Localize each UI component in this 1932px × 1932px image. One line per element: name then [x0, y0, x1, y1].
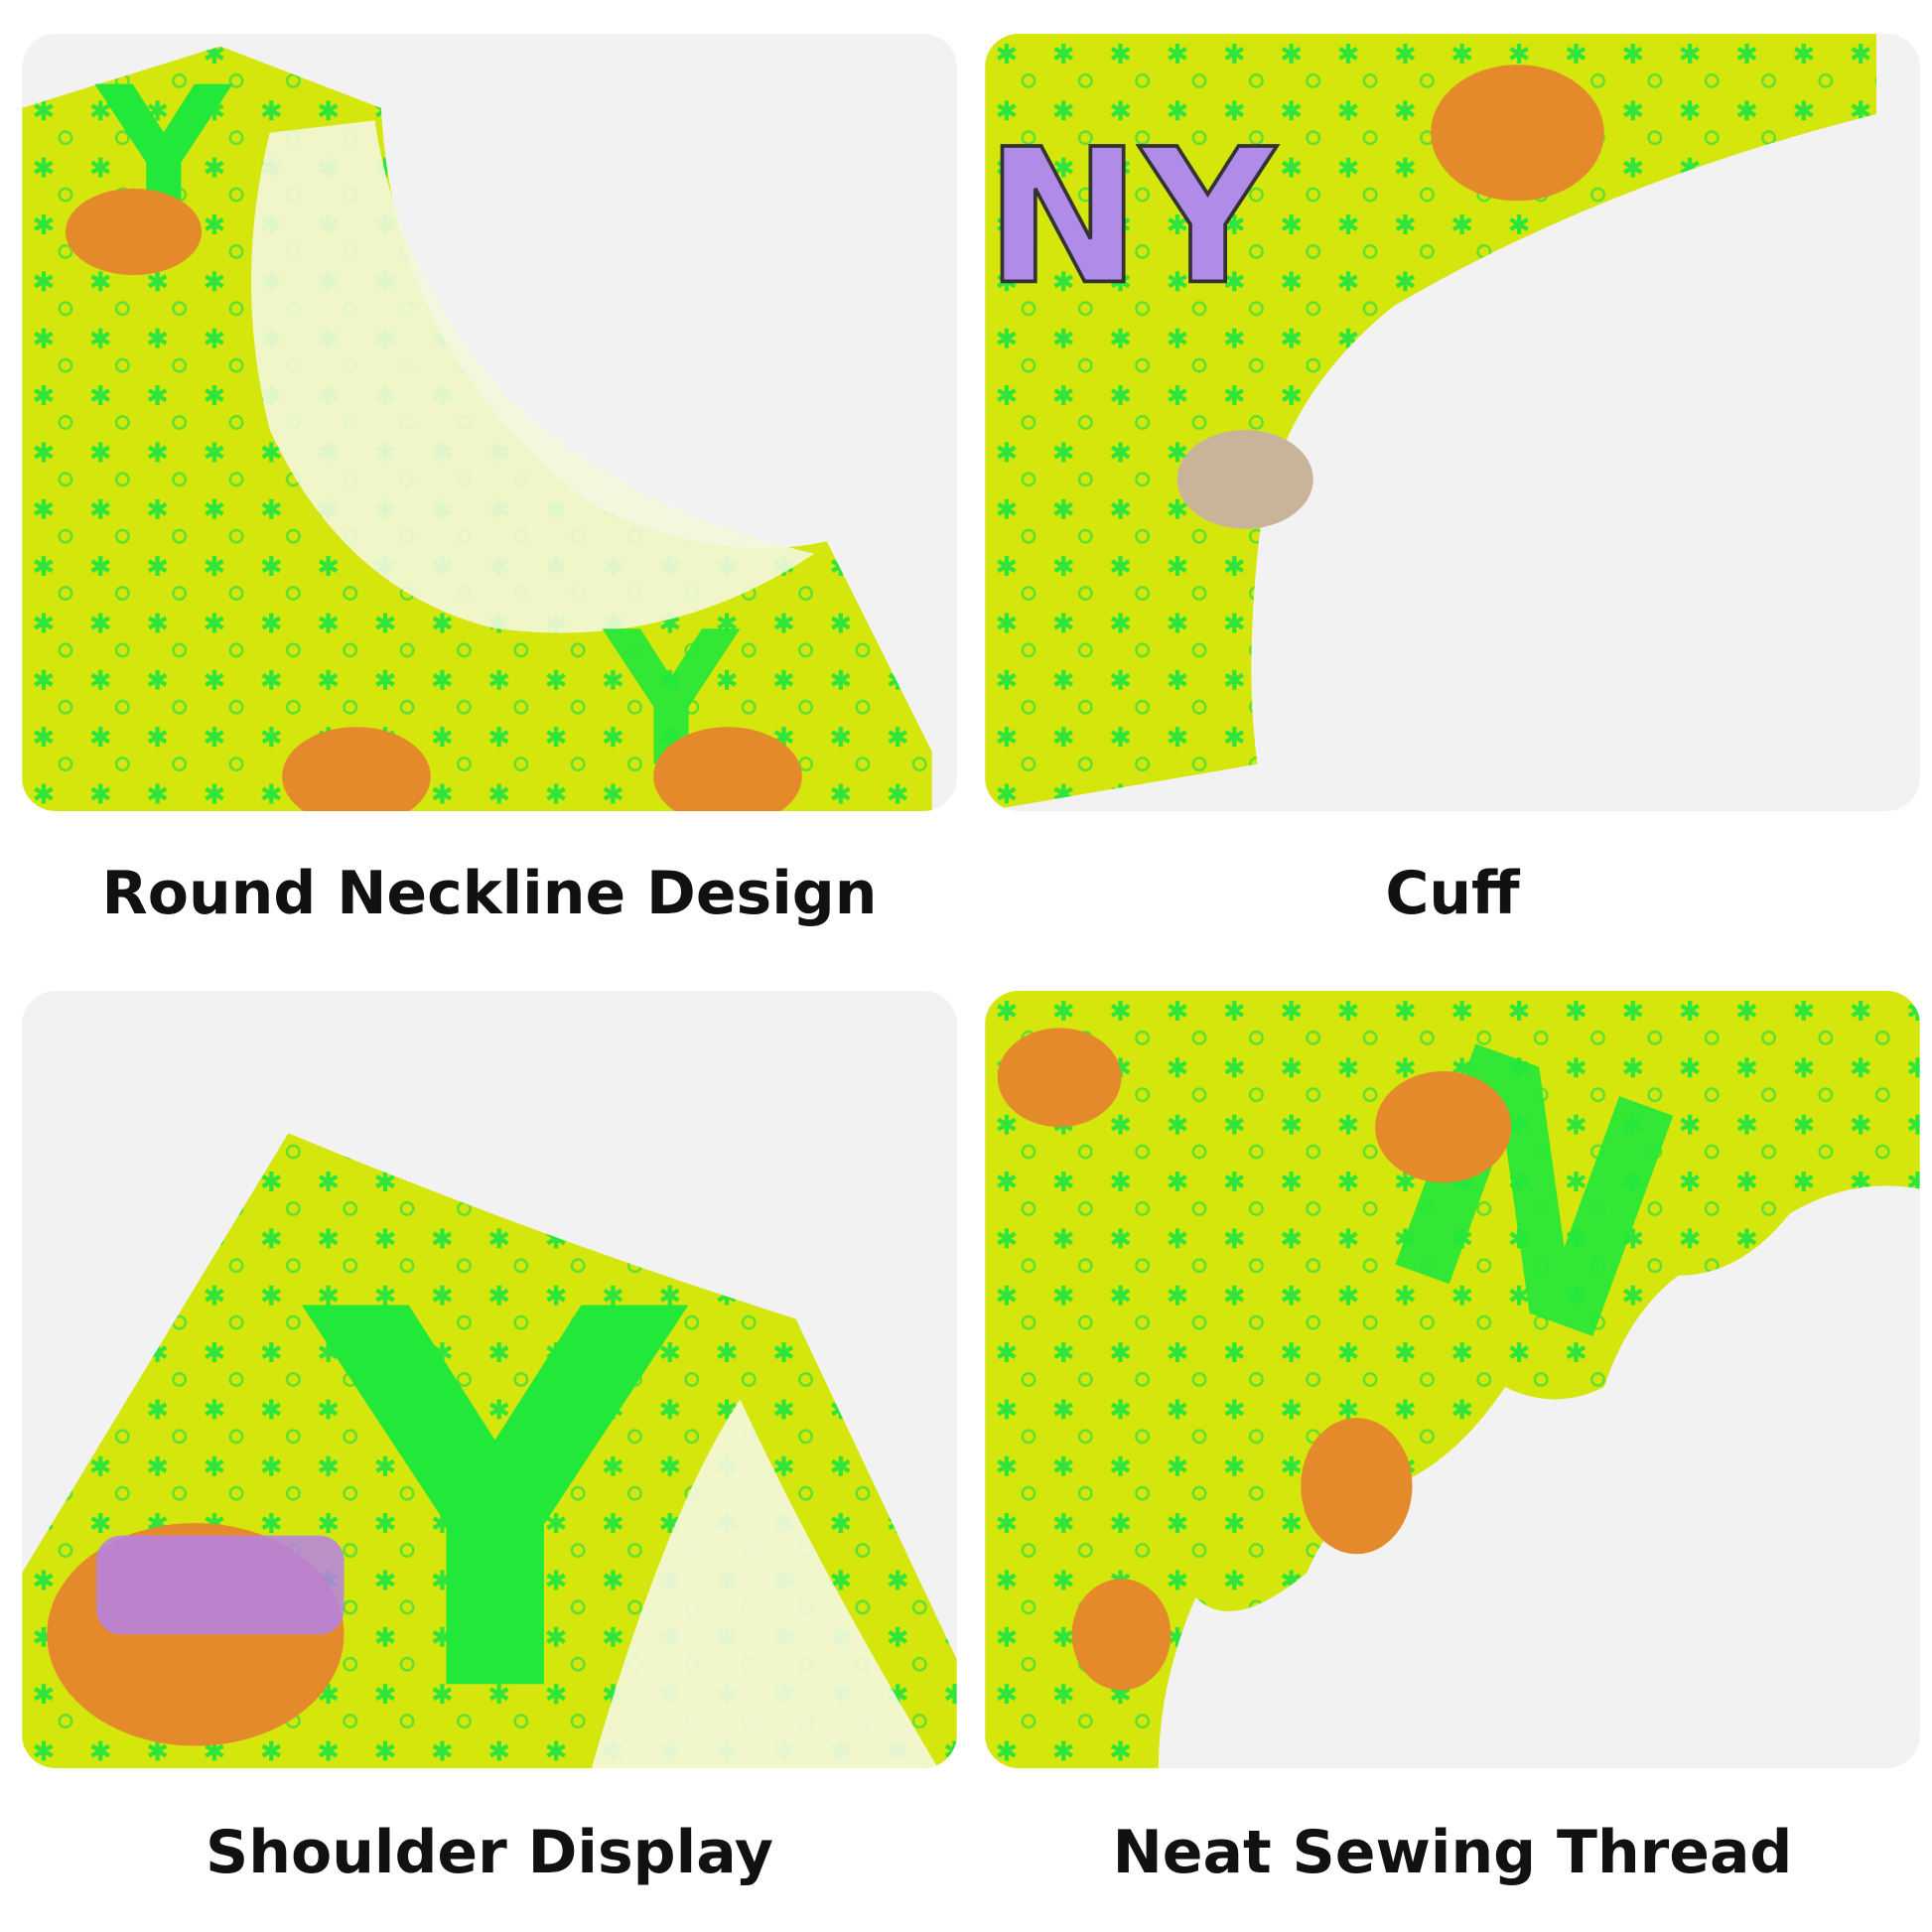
sewing-thread-photo: N — [985, 991, 1920, 1768]
caption-cuff: Cuff — [1385, 859, 1520, 928]
cuff-photo: NY — [985, 34, 1920, 811]
neckline-photo: Y Y — [22, 34, 957, 811]
caption-round-neckline: Round Neckline Design — [101, 859, 878, 928]
cuff-fabric-image: NY — [985, 34, 1877, 811]
caption-shoulder-display: Shoulder Display — [206, 1818, 773, 1887]
caption-neat-sewing-thread: Neat Sewing Thread — [1112, 1818, 1793, 1887]
hem-fabric-image: N — [985, 991, 1920, 1768]
print-logo: NY — [985, 109, 1278, 326]
shoulder-fabric-image: Y — [22, 1133, 957, 1768]
shoulder-photo: Y — [22, 991, 957, 1768]
neckline-fabric-image: Y Y — [22, 46, 932, 811]
